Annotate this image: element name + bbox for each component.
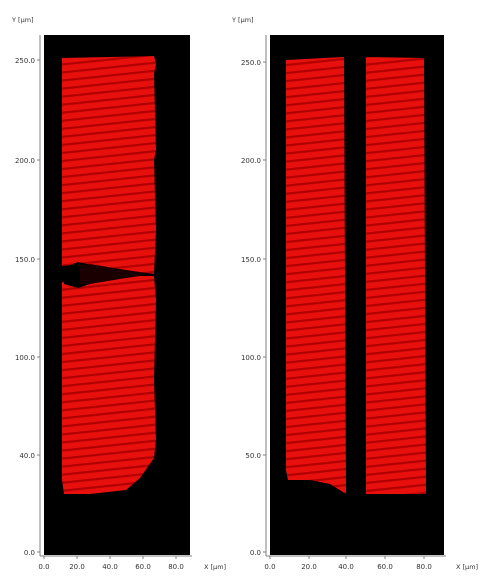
left-plot: 0.0 40.0 100.0 150.0 200.0 250.0 Y [µm] … xyxy=(11,16,226,571)
left-x-tick-label: 80.0 xyxy=(168,563,184,571)
right-y-axis-label: Y [µm] xyxy=(231,16,254,24)
right-y-tick-label: 250.0 xyxy=(241,59,261,67)
right-right-column xyxy=(366,57,426,494)
left-upper-region xyxy=(62,56,156,274)
left-y-axis-label: Y [µm] xyxy=(11,16,34,24)
left-x-tick-label: 0.0 xyxy=(38,563,49,571)
left-y-tick-label: 100.0 xyxy=(15,354,35,362)
left-y-tick-label: 0.0 xyxy=(24,549,35,557)
right-plot: 0.0 50.0 100.0 150.0 200.0 250.0 Y [µm] … xyxy=(231,16,478,571)
right-x-tick-label: 0.0 xyxy=(264,563,275,571)
right-y-tick-label: 150.0 xyxy=(241,256,261,264)
left-x-axis-label: X [µm] xyxy=(204,563,226,571)
left-y-tick-label: 250.0 xyxy=(15,57,35,65)
left-x-tick-label: 20.0 xyxy=(69,563,85,571)
left-lower-region xyxy=(62,276,156,494)
right-y-tick-label: 100.0 xyxy=(241,354,261,362)
left-dark-wedge-inner xyxy=(80,264,150,284)
right-x-tick-label: 80.0 xyxy=(416,563,432,571)
left-y-ticks: 0.0 40.0 100.0 150.0 200.0 250.0 xyxy=(15,57,40,557)
left-y-tick-label: 150.0 xyxy=(15,256,35,264)
right-y-tick-label: 200.0 xyxy=(241,157,261,165)
right-x-ticks: 0.0 20.0 40.0 60.0 80.0 xyxy=(264,556,432,571)
left-x-tick-label: 60.0 xyxy=(135,563,151,571)
right-x-tick-label: 20.0 xyxy=(301,563,317,571)
right-left-column xyxy=(286,57,346,494)
right-y-tick-label: 50.0 xyxy=(245,452,261,460)
left-x-tick-label: 40.0 xyxy=(102,563,118,571)
left-x-ticks: 0.0 20.0 40.0 60.0 80.0 xyxy=(38,556,184,571)
right-y-ticks: 0.0 50.0 100.0 150.0 200.0 250.0 xyxy=(241,59,266,557)
right-x-tick-label: 60.0 xyxy=(377,563,393,571)
right-x-axis-label: X [µm] xyxy=(456,563,478,571)
right-center-gap xyxy=(346,55,366,497)
left-y-tick-label: 40.0 xyxy=(19,452,35,460)
right-y-tick-label: 0.0 xyxy=(250,549,261,557)
left-y-tick-label: 200.0 xyxy=(15,157,35,165)
right-x-tick-label: 40.0 xyxy=(338,563,354,571)
